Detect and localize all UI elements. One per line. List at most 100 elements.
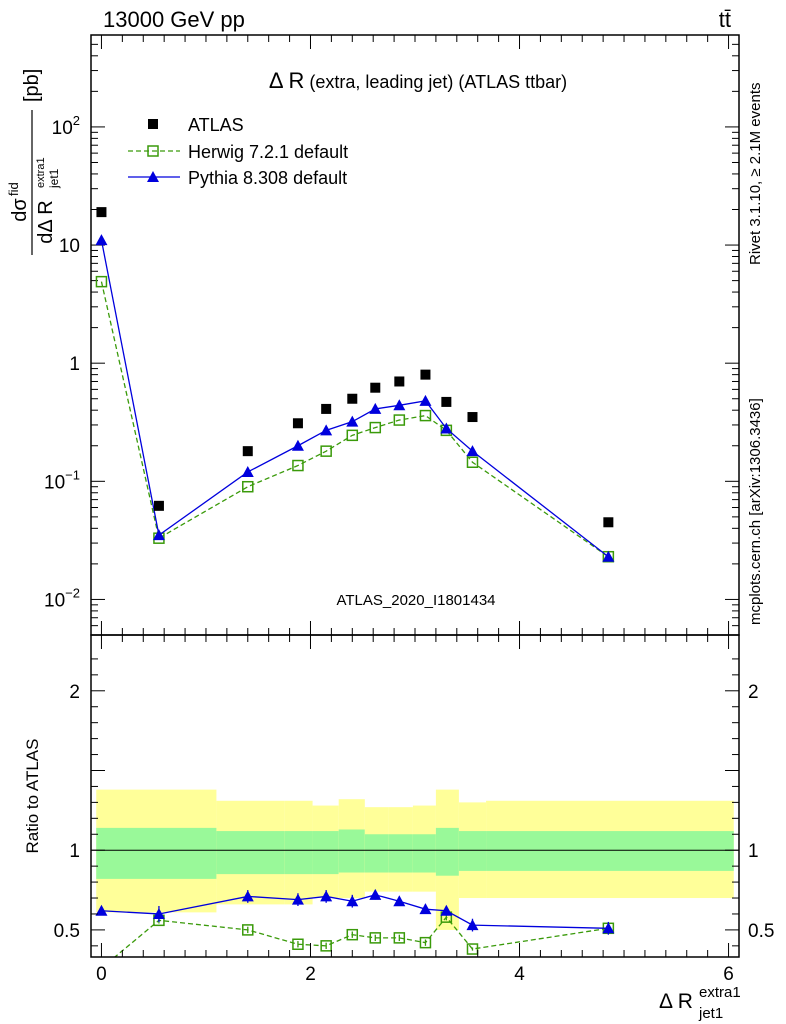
ratio-y-tick-label-right: 0.5 (748, 921, 774, 942)
ratio-content (91, 789, 739, 957)
ratio-point-herwig (369, 932, 382, 944)
y-axis-label-denominator-sub: jet1 (47, 168, 61, 189)
point-herwig (95, 275, 108, 288)
point-herwig (419, 409, 432, 422)
point-atlas (242, 446, 253, 457)
x-axis-label-sub: jet1 (698, 1005, 723, 1022)
point-atlas (420, 369, 431, 380)
x-tick-label: 2 (305, 964, 316, 985)
ratio-line-herwig (113, 916, 609, 957)
point-pythia (346, 415, 359, 427)
y-tick-base: 10 (52, 118, 73, 139)
ratio-point-pythia (466, 919, 479, 931)
point-pythia (602, 550, 615, 562)
point-pythia (95, 234, 108, 246)
point-atlas (441, 396, 452, 407)
ratio-point-herwig (346, 928, 359, 941)
header-process-label: tt̄ (719, 7, 731, 32)
x-axis-label: Δ R (659, 990, 693, 1013)
y-tick-exponent: −1 (65, 467, 80, 482)
point-pythia (241, 465, 254, 477)
ratio-series-pythia (95, 888, 615, 935)
band-inner (216, 831, 285, 875)
series-line-herwig (100, 281, 609, 558)
ratio-point-pythia (440, 904, 453, 916)
side-labels: Rivet 3.1.10, ≥ 2.1M events mcplots.cern.… (747, 83, 764, 626)
point-herwig (466, 456, 479, 468)
band-inner (412, 834, 436, 873)
legend-label-pythia: Pythia 8.308 default (188, 168, 347, 188)
series-atlas (96, 207, 614, 528)
point-pythia (369, 402, 382, 414)
band-inner (458, 831, 487, 871)
point-herwig (346, 429, 359, 442)
point-atlas (96, 207, 107, 218)
y-axis-label-numerator: dσ (9, 198, 31, 222)
x-axis-label-main: Δ R (659, 990, 693, 1013)
x-tick-label: 0 (96, 964, 107, 985)
legend-label-atlas: ATLAS (188, 115, 244, 135)
ratio-point-pythia (95, 904, 108, 916)
ratio-point-pythia (602, 922, 615, 934)
ratio-point-herwig (242, 924, 254, 936)
band-inner (338, 829, 365, 873)
legend-label-herwig: Herwig 7.2.1 default (188, 142, 348, 162)
band-inner (364, 834, 389, 873)
point-atlas (153, 500, 164, 511)
point-atlas (467, 412, 478, 423)
point-pythia (152, 529, 165, 541)
chart-title: Δ R (extra, leading jet) (ATLAS ttbar) (269, 68, 567, 93)
series-herwig (95, 275, 615, 563)
band-inner (435, 827, 459, 876)
mcplots-reference-label: mcplots.cern.ch [arXiv:1306.3436] (747, 398, 764, 625)
band-inner (284, 831, 313, 875)
y-tick-base: 10 (59, 236, 80, 257)
ratio-point-pythia (346, 895, 359, 907)
y-tick-label: 102 (52, 113, 80, 139)
point-atlas (347, 393, 358, 404)
ratio-panel: 0.5 0.5 1 1 2 2 0 2 4 6 Ratio to ATLAS Δ R extra1 jet… (23, 634, 774, 1022)
point-pythia (291, 439, 304, 451)
ratio-point-herwig (393, 932, 406, 944)
y-tick-label: 10−2 (44, 585, 80, 611)
ratio-point-herwig (419, 936, 432, 949)
y-tick-base: 1 (69, 354, 80, 375)
y-tick-base: 10 (44, 472, 65, 493)
point-pythia (419, 394, 432, 406)
ratio-point-herwig (292, 938, 304, 950)
point-atlas (603, 517, 614, 528)
ratio-point-herwig (466, 943, 479, 955)
legend-marker-atlas (148, 119, 158, 129)
x-axis-label-sup: extra1 (699, 984, 741, 1001)
y-tick-base: 10 (44, 590, 65, 611)
y-tick-exponent: −2 (65, 585, 80, 600)
x-tick-label: 4 (514, 964, 525, 985)
ratio-y-tick-label-left: 2 (69, 682, 80, 703)
ratio-point-pythia (419, 903, 432, 915)
header: 13000 GeV pp tt̄ (103, 7, 731, 32)
point-atlas (370, 382, 381, 393)
point-atlas (394, 376, 405, 387)
y-tick-exponent: 2 (73, 113, 80, 128)
chart-title-sub: (extra, leading jet) (ATLAS ttbar) (309, 72, 567, 92)
point-pythia (466, 445, 479, 457)
point-herwig (320, 445, 332, 457)
analysis-watermark: ATLAS_2020_I1801434 (336, 592, 495, 609)
ratio-point-pythia (241, 890, 254, 902)
point-pythia (320, 424, 333, 436)
point-pythia (393, 399, 406, 411)
series-pythia (95, 234, 615, 562)
legend-marker-pythia (147, 171, 159, 182)
y-axis-label-denominator: dΔ R (35, 200, 57, 243)
point-atlas (292, 418, 303, 429)
band-inner (486, 831, 734, 871)
point-herwig (242, 480, 254, 493)
ratio-point-pythia (152, 907, 165, 919)
y-axis-label-unit: [pb] (21, 69, 43, 102)
y-tick-label: 10 (59, 236, 80, 257)
ratio-y-tick-label-left: 1 (69, 841, 80, 862)
y-tick-label: 1 (69, 354, 80, 375)
